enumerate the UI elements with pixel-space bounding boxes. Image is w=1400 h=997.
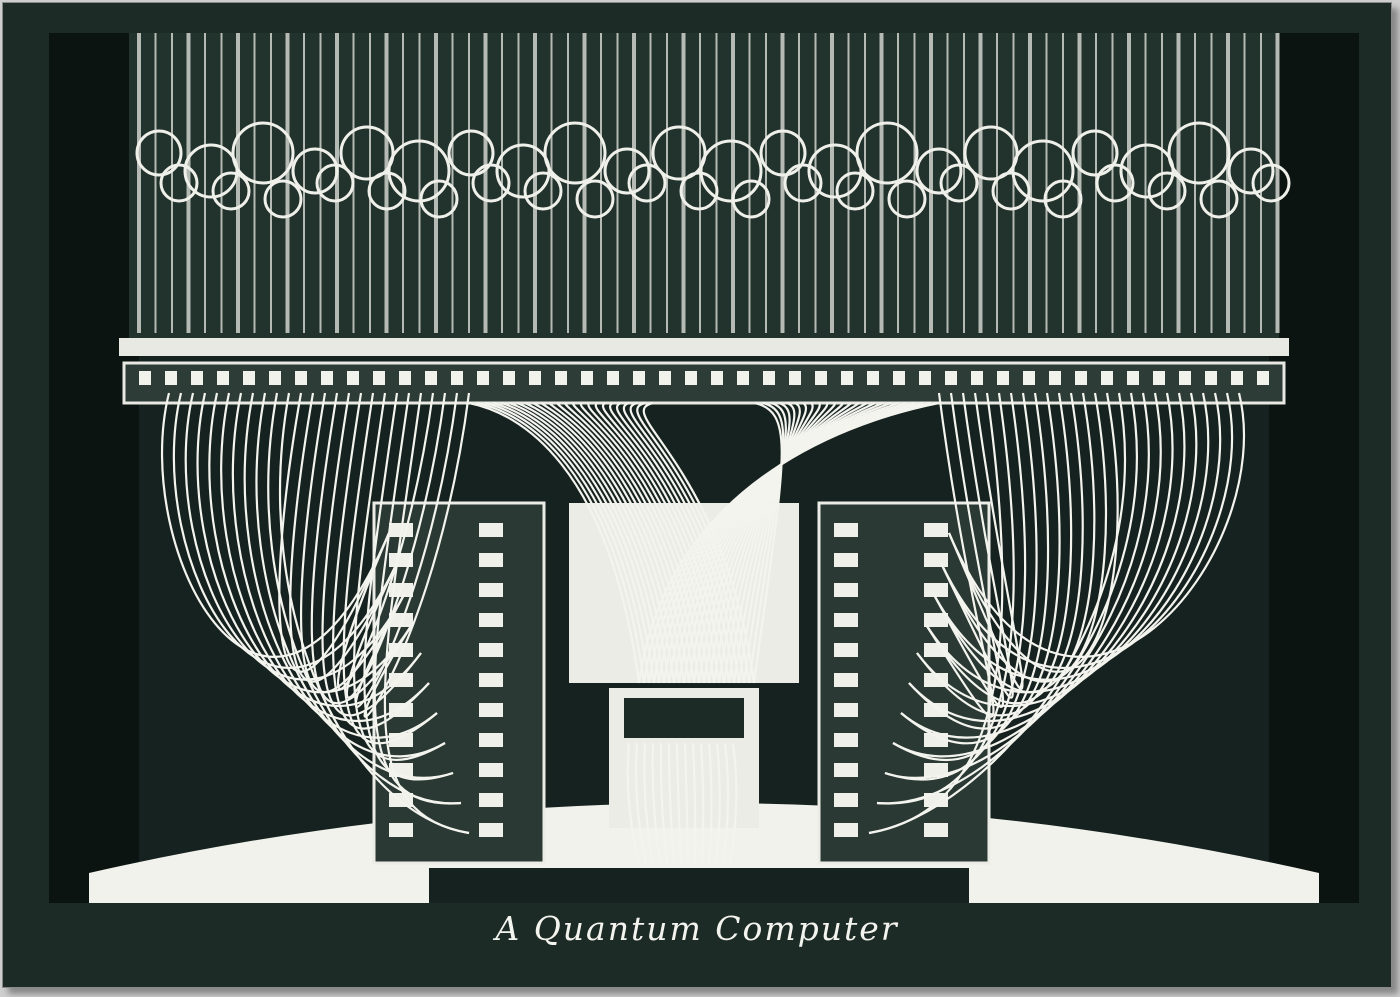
poster-caption: A Quantum Computer <box>495 909 899 948</box>
quantum-computer-photo <box>49 33 1359 903</box>
